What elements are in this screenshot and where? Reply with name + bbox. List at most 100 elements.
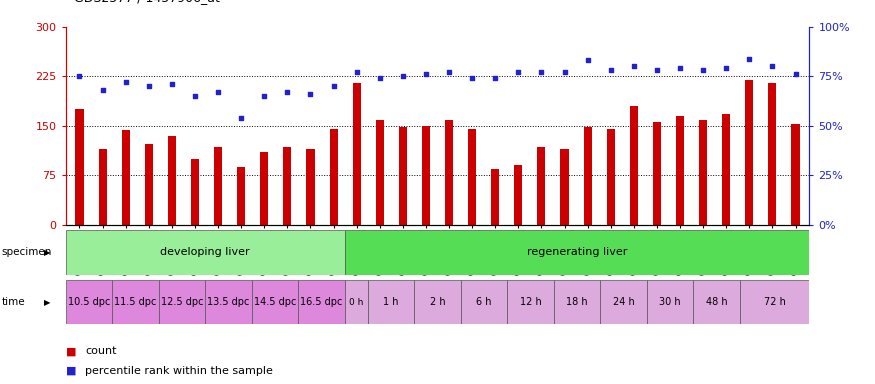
Bar <box>112 280 158 324</box>
Bar <box>306 149 314 225</box>
Point <box>350 69 364 75</box>
Point <box>373 75 387 81</box>
Text: developing liver: developing liver <box>160 247 250 258</box>
Text: 72 h: 72 h <box>764 297 786 308</box>
Point <box>211 89 225 95</box>
Text: 24 h: 24 h <box>612 297 634 308</box>
Text: 1 h: 1 h <box>383 297 399 308</box>
Point <box>511 69 525 75</box>
Bar <box>422 126 430 225</box>
Bar <box>468 129 476 225</box>
Bar <box>537 147 545 225</box>
Bar <box>491 169 500 225</box>
Bar <box>399 127 407 225</box>
Bar <box>205 280 252 324</box>
Bar <box>375 121 384 225</box>
Bar <box>168 136 176 225</box>
Bar <box>122 131 130 225</box>
Bar <box>630 106 638 225</box>
Bar <box>345 280 368 324</box>
Point <box>326 83 340 89</box>
Text: 11.5 dpc: 11.5 dpc <box>114 297 157 308</box>
Bar <box>191 159 199 225</box>
Text: 12.5 dpc: 12.5 dpc <box>161 297 203 308</box>
Point <box>164 81 178 87</box>
Bar <box>561 149 569 225</box>
Text: 48 h: 48 h <box>705 297 727 308</box>
Point <box>788 71 802 78</box>
Text: 13.5 dpc: 13.5 dpc <box>207 297 249 308</box>
Bar <box>600 280 647 324</box>
Text: ▶: ▶ <box>45 298 51 307</box>
Point <box>119 79 133 85</box>
Text: 0 h: 0 h <box>349 298 363 307</box>
Bar <box>66 230 345 275</box>
Bar <box>284 147 291 225</box>
Bar <box>75 109 83 225</box>
Point <box>488 75 502 81</box>
Bar <box>653 122 661 225</box>
Point <box>142 83 156 89</box>
Point <box>396 73 410 79</box>
Point <box>535 69 549 75</box>
Bar <box>461 280 507 324</box>
Text: GDS2577 / 1457906_at: GDS2577 / 1457906_at <box>74 0 220 4</box>
Text: 30 h: 30 h <box>659 297 681 308</box>
Text: specimen: specimen <box>2 247 52 258</box>
Bar <box>676 116 684 225</box>
Text: 14.5 dpc: 14.5 dpc <box>254 297 296 308</box>
Bar <box>298 280 345 324</box>
Bar <box>746 79 753 225</box>
Text: ■: ■ <box>66 346 76 356</box>
Bar <box>158 280 205 324</box>
Point <box>73 73 87 79</box>
Text: 6 h: 6 h <box>476 297 492 308</box>
Bar <box>647 280 693 324</box>
Bar <box>768 83 776 225</box>
Bar <box>554 280 600 324</box>
Text: 18 h: 18 h <box>566 297 588 308</box>
Bar <box>237 167 245 225</box>
Text: percentile rank within the sample: percentile rank within the sample <box>85 366 273 376</box>
Point <box>419 71 433 78</box>
Bar <box>353 83 360 225</box>
Point <box>304 91 318 97</box>
Point <box>673 65 687 71</box>
Bar <box>445 121 453 225</box>
Bar <box>214 147 222 225</box>
Text: 16.5 dpc: 16.5 dpc <box>300 297 342 308</box>
Bar <box>693 280 739 324</box>
Bar <box>792 124 800 225</box>
Point <box>581 58 595 64</box>
Bar <box>739 280 809 324</box>
Text: regenerating liver: regenerating liver <box>527 247 627 258</box>
Bar <box>260 152 269 225</box>
Bar <box>722 114 731 225</box>
Bar <box>414 280 461 324</box>
Bar <box>252 280 298 324</box>
Bar <box>584 127 592 225</box>
Point <box>650 67 664 73</box>
Bar <box>99 149 107 225</box>
Bar <box>330 129 338 225</box>
Point <box>719 65 733 71</box>
Bar <box>368 280 414 324</box>
Point <box>466 75 480 81</box>
Bar <box>514 166 522 225</box>
Point <box>234 115 248 121</box>
Point <box>766 63 780 70</box>
Point <box>442 69 456 75</box>
Bar <box>699 121 707 225</box>
Text: 10.5 dpc: 10.5 dpc <box>67 297 110 308</box>
Bar <box>606 129 615 225</box>
Text: 12 h: 12 h <box>520 297 542 308</box>
Point <box>280 89 294 95</box>
Point <box>188 93 202 99</box>
Point <box>626 63 640 70</box>
Text: 2 h: 2 h <box>430 297 445 308</box>
Point <box>604 67 618 73</box>
Bar <box>66 280 112 324</box>
Point <box>257 93 271 99</box>
Text: time: time <box>2 297 25 308</box>
Point <box>557 69 571 75</box>
